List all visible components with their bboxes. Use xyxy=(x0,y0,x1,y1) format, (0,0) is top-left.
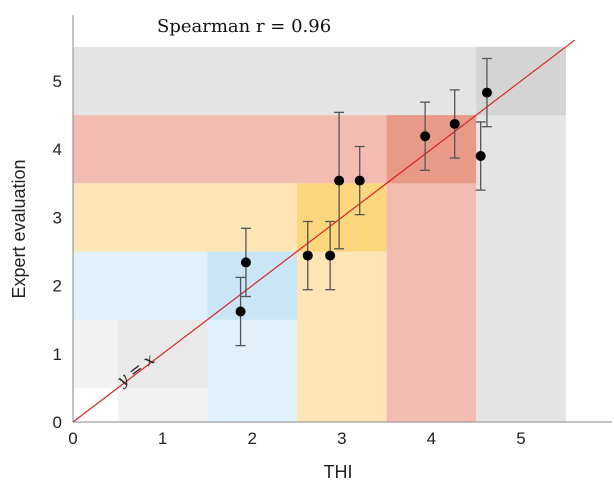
data-marker xyxy=(420,131,431,142)
data-point-3 xyxy=(302,220,313,291)
x-tick-label: 1 xyxy=(158,429,167,448)
data-point-9 xyxy=(475,121,486,191)
data-point-2 xyxy=(240,227,251,298)
y-tick-label: 2 xyxy=(53,277,62,296)
data-points xyxy=(235,57,492,347)
data-marker xyxy=(481,87,492,98)
data-marker xyxy=(325,250,336,261)
axes xyxy=(72,15,612,423)
data-marker xyxy=(240,257,251,268)
data-marker xyxy=(302,250,313,261)
data-marker xyxy=(475,151,486,162)
y-tick-label: 1 xyxy=(53,345,62,364)
data-point-7 xyxy=(420,101,431,171)
y-tick-label: 5 xyxy=(53,72,62,91)
data-point-5 xyxy=(334,111,345,250)
x-tick-label: 4 xyxy=(427,429,436,448)
data-marker xyxy=(354,175,365,186)
reference-line-y-equals-x xyxy=(72,39,576,423)
x-tick-label: 3 xyxy=(337,429,346,448)
y-tick-label: 4 xyxy=(53,140,62,159)
y-axis-title: Expert evaluation xyxy=(9,159,29,298)
y-tick-label: 0 xyxy=(53,413,62,432)
data-point-10 xyxy=(481,57,492,128)
tick-labels: 0 1 2 3 4 5 0 1 2 3 4 5 xyxy=(53,72,526,448)
data-point-1 xyxy=(235,276,246,347)
x-tick-label: 5 xyxy=(516,429,525,448)
x-tick-label: 0 xyxy=(68,429,77,448)
annotation-spearman: Spearman r = 0.96 xyxy=(157,16,331,37)
data-point-4 xyxy=(325,220,336,291)
x-axis-title: THI xyxy=(324,462,353,482)
y-tick-label: 3 xyxy=(53,208,62,227)
data-marker xyxy=(235,306,246,317)
data-marker xyxy=(449,118,460,129)
background-bands xyxy=(73,46,566,423)
x-tick-label: 2 xyxy=(247,429,256,448)
data-point-8 xyxy=(449,89,460,159)
data-marker xyxy=(334,175,345,186)
data-point-6 xyxy=(354,145,365,216)
